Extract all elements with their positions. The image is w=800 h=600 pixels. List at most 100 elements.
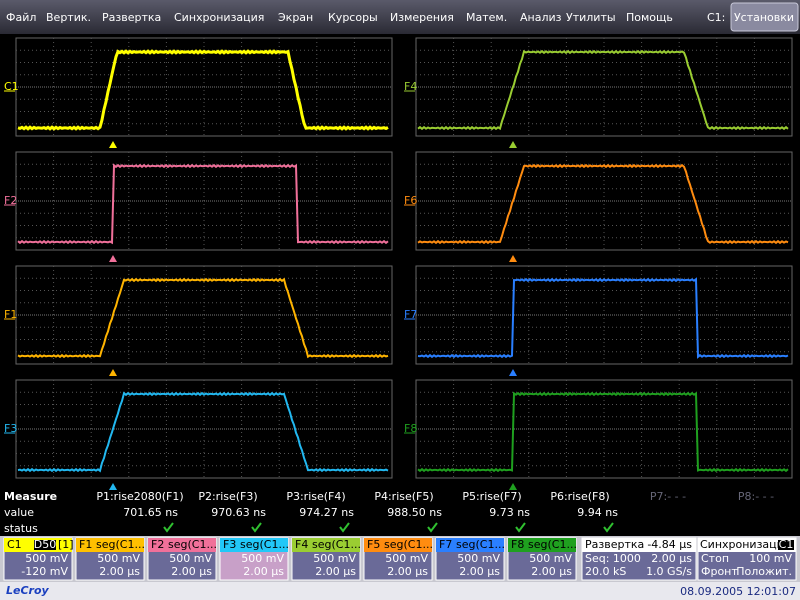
trigger-value: 100 mV [749,552,792,565]
setup-button-label[interactable]: Установки [734,11,794,24]
measure-param[interactable]: P7:- - - [650,490,686,503]
descriptor-source: seg(C1... [240,538,289,551]
trigger-header [698,538,796,552]
measure-value: 9.73 ns [489,506,530,519]
descriptor-name: C1 [7,538,22,551]
descriptor-header [76,538,144,552]
descriptor-line: 2.00 µs [243,565,284,578]
descriptor-line: 500 mV [457,552,500,565]
channel-label: C1: [707,11,725,24]
waveform-trace [17,163,389,245]
measure-param[interactable]: P5:rise(F7) [462,490,521,503]
measure-value: 974.27 ns [299,506,354,519]
descriptor-name: F5 [367,538,380,551]
descriptor-line: 500 mV [529,552,572,565]
status-check [163,522,174,533]
row-label: status [4,522,38,535]
status-check [603,522,614,533]
descriptor-line: 2.00 µs [99,565,140,578]
descriptor-source: seg(C1... [528,538,577,551]
waveform-trace [417,163,789,245]
menu-item[interactable]: Анализ [520,11,562,24]
descriptor-header [220,538,288,552]
menu-item[interactable]: Синхронизация [174,11,264,24]
descriptor-tag-box [34,540,56,550]
measure-param[interactable]: P2:rise(F3) [198,490,257,503]
trace-label: C1 [4,80,19,93]
measure-param[interactable]: P8:- - - [738,490,774,503]
descriptor-line: 500 mV [241,552,284,565]
descriptor-source: seg(C1... [168,538,217,551]
descriptor-line: 500 mV [313,552,356,565]
descriptor-line: 500 mV [169,552,212,565]
descriptor-name: F8 [511,538,524,551]
descriptor-line: 2.00 µs [387,565,428,578]
trigger-marker [109,483,117,490]
descriptor-name: F3 [223,538,236,551]
trace-label: F2 [4,194,17,207]
timebase-value: 2.00 µs [651,552,692,565]
measure-value: 988.50 ns [387,506,442,519]
trigger-value: Фронт [701,565,738,578]
trigger-marker [109,141,117,148]
trace-label: F1 [4,308,17,321]
descriptor-line: 2.00 µs [171,565,212,578]
measure-value: 9.94 ns [577,506,618,519]
descriptor-line: 500 mV [97,552,140,565]
trigger-marker [509,369,517,376]
descriptor-extra: [1] [58,538,74,551]
descriptor-header [148,538,216,552]
trace-label: F3 [4,422,17,435]
descriptor-header [364,538,432,552]
trigger-value: Положит. [736,565,792,578]
trigger-marker [509,483,517,490]
trigger-marker [109,369,117,376]
descriptor-name: F7 [439,538,452,551]
descriptor-line: 500 mV [385,552,428,565]
measure-param[interactable]: P4:rise(F5) [374,490,433,503]
descriptor-line: 500 mV [25,552,68,565]
waveform-trace [17,49,389,131]
descriptor-header [292,538,360,552]
timebase-title: Развертка [585,538,644,551]
measure-value: 701.65 ns [123,506,178,519]
menu-item[interactable]: Развертка [102,11,161,24]
menu-item[interactable]: Утилиты [566,11,616,24]
descriptor-name: F2 [151,538,164,551]
display-area [0,34,800,488]
status-check [515,522,526,533]
menu-item[interactable]: Файл [6,11,36,24]
descriptor-source: seg(C1... [384,538,433,551]
trigger-title: Синхронизация [700,538,790,551]
measure-param[interactable]: P6:rise(F8) [550,490,609,503]
trigger-marker [509,255,517,262]
timebase-value: Seq: 1000 [585,552,641,565]
menu-item[interactable]: Измерения [390,11,454,24]
status-check [339,522,350,533]
measure-param[interactable]: P3:rise(F4) [286,490,345,503]
brand-logo: LeCroy [6,584,50,597]
menu-bar [0,0,800,34]
setup-button[interactable] [730,2,799,32]
waveform-trace [17,277,389,359]
menu-item[interactable]: Матем. [466,11,507,24]
menu-item[interactable]: Вертик. [46,11,91,24]
trigger-value: Стоп [701,552,729,565]
descriptor-source: seg(C1... [456,538,505,551]
timebase-header [582,538,696,552]
menu-item[interactable]: Курсоры [328,11,378,24]
descriptor-header [436,538,504,552]
trigger-marker [109,255,117,262]
trace-label: F8 [404,422,417,435]
menu-item[interactable]: Экран [278,11,313,24]
footer-bar [0,582,800,600]
measure-area [0,488,800,536]
menu-item[interactable]: Помощь [626,11,673,24]
trace-label: F7 [404,308,417,321]
measure-param[interactable]: P1:rise2080(F1) [96,490,183,503]
status-check [251,522,262,533]
trace-label: F6 [404,194,417,207]
trigger-source-box [778,540,794,550]
trigger-marker [509,141,517,148]
